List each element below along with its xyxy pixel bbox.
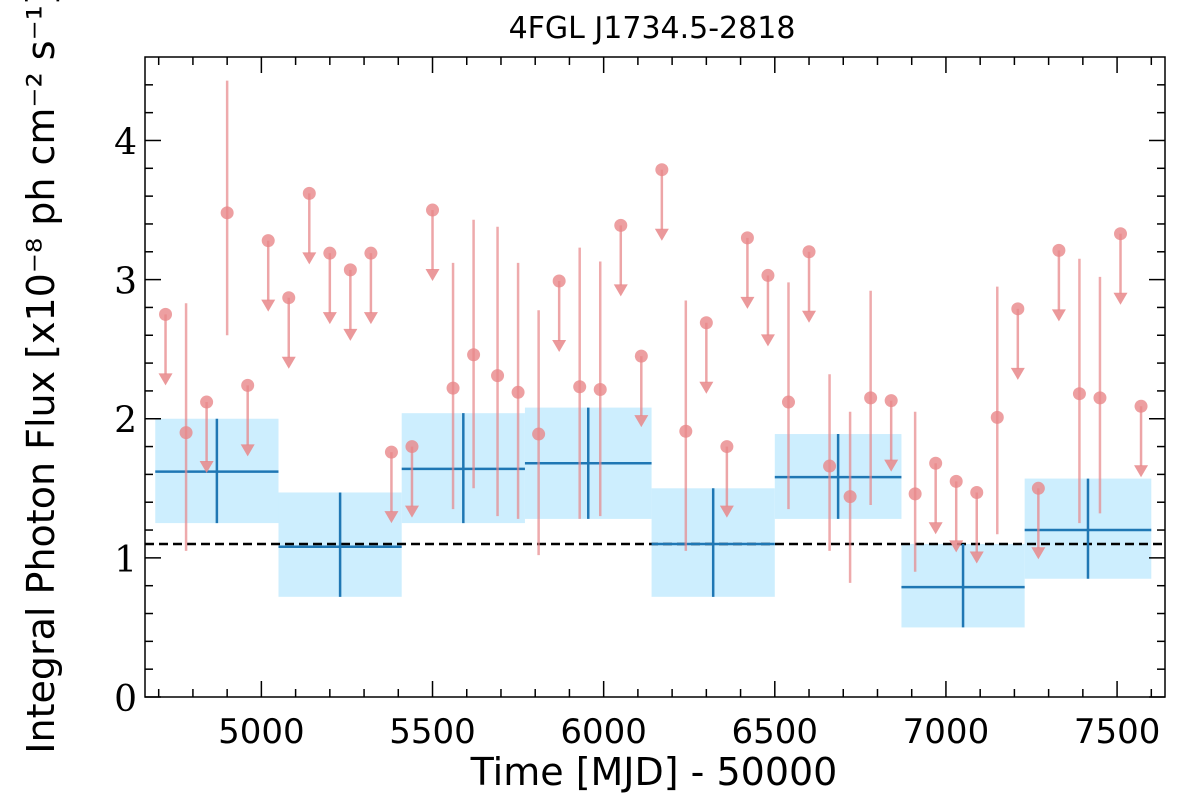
upper-limit-arrow [240, 444, 255, 457]
short-bin-point [179, 426, 193, 440]
upper-limit-arrow [654, 228, 669, 241]
upper-limit-arrow [884, 459, 899, 472]
short-bin-point [323, 246, 337, 260]
plot-frame [144, 56, 1166, 698]
short-bin-point [1011, 302, 1025, 316]
short-bin-point [467, 348, 481, 362]
short-bin-point [614, 218, 628, 232]
short-bin-point [679, 424, 693, 438]
x-tick-label: 5500 [389, 712, 476, 752]
y-tick-label: 4 [114, 122, 137, 163]
x-tick-label: 6500 [732, 712, 819, 752]
short-bin-point [241, 378, 255, 392]
y-axis-label: Integral Photon Flux [x10⁻⁸ ph cm⁻² s⁻¹] [19, 0, 63, 754]
short-bin-point [426, 203, 440, 217]
short-bin-point [282, 291, 296, 305]
upper-limit-arrow [928, 522, 943, 535]
upper-limit-arrow [158, 373, 173, 386]
short-bin-point [573, 380, 587, 394]
upper-limit-arrow [281, 356, 296, 369]
short-bin-point [200, 395, 214, 409]
short-bin-point [1031, 481, 1045, 495]
upper-limit-arrow [199, 461, 214, 474]
plot-layer: 5000 5500 6000 6500 7000 7500 0 1 2 3 4 [114, 56, 1166, 752]
short-bin-point [511, 385, 525, 399]
upper-limit-arrow [302, 252, 317, 265]
upper-limit-arrow [949, 540, 964, 553]
chart-title: 4FGL J1734.5-2818 [509, 11, 796, 46]
short-bin-point [802, 245, 816, 259]
upper-limit-arrow [802, 310, 817, 323]
upper-limit-arrow [425, 269, 440, 282]
short-bin-point [761, 268, 775, 282]
upper-limit-arrow [699, 381, 714, 394]
short-bin-point [1093, 391, 1107, 405]
short-bin-point [446, 381, 460, 395]
short-bin-point [699, 316, 713, 330]
upper-limit-arrow [261, 299, 276, 312]
short-bin-point [364, 246, 378, 260]
short-bin-point [159, 307, 173, 321]
short-bin-point [491, 369, 505, 383]
short-bin-point [908, 487, 922, 501]
short-bin-point [740, 231, 754, 245]
y-tick-label: 0 [114, 679, 137, 720]
upper-limit-arrow [1134, 465, 1149, 478]
short-bin-point [1134, 399, 1148, 413]
short-bin-point [1072, 387, 1086, 401]
upper-limit-arrow [552, 340, 567, 352]
short-bin-point [1052, 243, 1066, 257]
short-bin-point [1114, 227, 1128, 241]
x-axis-label: Time [MJD] - 50000 [470, 750, 838, 794]
upper-limit-arrow [1031, 547, 1046, 560]
upper-limit-arrow [719, 505, 734, 518]
upper-limit-arrow [343, 328, 358, 341]
y-tick-label: 1 [114, 540, 137, 581]
upper-limit-arrow [1051, 309, 1066, 322]
x-tick-label: 5000 [218, 712, 305, 752]
upper-limit-arrow [1010, 367, 1025, 380]
short-bin-point [220, 206, 234, 220]
y-tick-label: 3 [114, 262, 137, 303]
upper-limit-arrow [1113, 292, 1128, 305]
short-bin-point [655, 163, 669, 177]
short-bin-point [384, 445, 398, 459]
upper-limit-arrow [404, 505, 419, 518]
x-tick-label: 7000 [903, 712, 990, 752]
short-bin-point [634, 349, 648, 363]
short-bin-point [261, 234, 275, 248]
upper-limit-arrow [322, 312, 337, 325]
upper-limit-arrow [760, 334, 775, 347]
short-bin-point [990, 410, 1004, 424]
y-tick-label: 2 [114, 401, 137, 442]
short-bin-point [781, 395, 795, 409]
x-tick-label: 7500 [1074, 712, 1161, 752]
upper-limit-arrow [384, 511, 399, 524]
short-bin-point [593, 383, 607, 397]
short-bin-point [884, 394, 898, 408]
short-bin-point [970, 485, 984, 499]
short-bin-point [823, 459, 837, 473]
short-bin-point [343, 263, 357, 277]
upper-limit-arrow [363, 312, 378, 325]
short-bin-point [405, 440, 419, 454]
upper-limit-arrow [634, 415, 649, 428]
short-bin-point [949, 474, 963, 488]
short-bin-point [929, 456, 943, 470]
upper-limit-arrow [613, 284, 628, 297]
short-bin-point [843, 490, 857, 504]
short-bin-point [532, 427, 546, 441]
short-bin-point [864, 391, 878, 405]
short-bin-point [552, 274, 566, 288]
short-bin-point [720, 440, 734, 454]
upper-limit-arrow [969, 551, 984, 564]
upper-limit-arrow [740, 296, 755, 309]
short-bin-point [302, 186, 316, 200]
x-tick-label: 6000 [560, 712, 647, 752]
